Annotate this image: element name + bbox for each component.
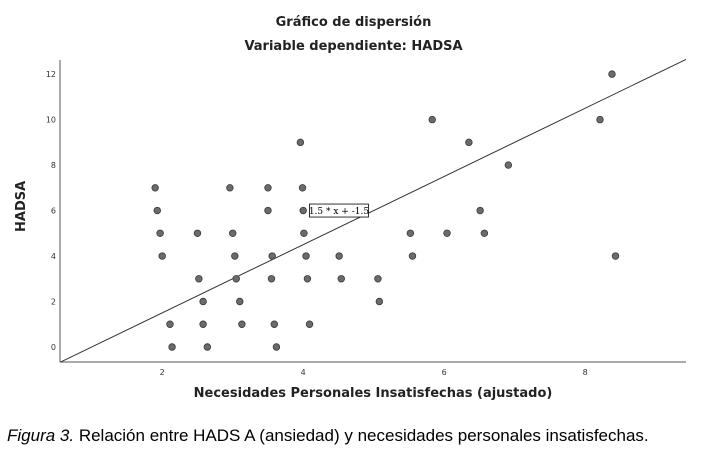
data-point [443, 229, 451, 237]
caption-text: Relación entre HADS A (ansiedad) y neces… [74, 426, 649, 445]
data-point [158, 252, 166, 260]
equation-label: 1.5 * x + -1.5 [309, 203, 370, 218]
y-tick-label: 8 [51, 161, 56, 170]
data-point [305, 320, 314, 328]
data-point [232, 275, 240, 283]
equation-box [309, 203, 369, 218]
data-point [303, 275, 312, 283]
data-point [264, 184, 272, 192]
data-point [195, 275, 203, 283]
x-tick-label: 4 [301, 368, 306, 377]
data-point [229, 229, 237, 237]
data-point [374, 275, 382, 283]
fit-line [59, 58, 687, 363]
data-point [203, 343, 212, 351]
data-point [272, 343, 281, 351]
data-point [267, 275, 276, 283]
data-point [476, 206, 484, 215]
regression-line [59, 58, 687, 363]
y-tick-label: 2 [51, 298, 56, 307]
data-point [408, 252, 417, 260]
data-point [156, 229, 164, 237]
data-point [428, 115, 436, 124]
data-point [299, 206, 307, 215]
data-point [236, 297, 244, 306]
y-tick-label: 0 [51, 343, 56, 352]
data-point [193, 229, 202, 237]
data-point [264, 206, 272, 215]
data-point [465, 138, 473, 147]
data-point [302, 252, 310, 260]
scatter-plot: 0 2 4 6 8 10 12 2 4 6 8 1.5 * x + -1.5 [46, 58, 687, 377]
data-point [268, 252, 276, 260]
data-point [298, 184, 307, 192]
y-tick-label: 10 [46, 116, 56, 125]
figure-caption: Figura 3. Relación entre HADS A (ansieda… [7, 426, 649, 446]
data-point [375, 297, 384, 306]
figure-number: Figura 3. [7, 426, 75, 445]
chart-title: Gráfico de dispersión [275, 15, 432, 30]
data-point [231, 252, 239, 260]
data-point [596, 115, 604, 124]
data-point [226, 184, 234, 192]
y-tick-label: 6 [51, 207, 56, 216]
data-point [608, 70, 616, 78]
data-point [199, 297, 207, 306]
chart-subtitle: Variable dependiente: HADSA [244, 39, 463, 54]
y-axis-label: HADSA [14, 180, 29, 232]
data-point [335, 252, 343, 260]
equation-text: 1.5 * x + -1.5 [309, 207, 370, 217]
data-point [504, 161, 513, 169]
y-tick-label: 12 [46, 70, 56, 79]
data-point [168, 343, 176, 351]
data-point [406, 229, 415, 237]
x-axis-label: Necesidades Personales Insatisfechas (aj… [193, 386, 553, 401]
data-point [153, 206, 161, 215]
data-point [296, 138, 305, 147]
data-point [270, 320, 279, 328]
data-point [238, 320, 246, 328]
data-point [300, 229, 308, 237]
data-point [337, 275, 345, 283]
data-point [151, 184, 159, 192]
data-point [480, 229, 489, 237]
data-point [611, 252, 620, 260]
data-point [166, 320, 174, 328]
x-tick-label: 6 [442, 368, 447, 377]
axes [59, 60, 686, 363]
tick-labels: 0 2 4 6 8 10 12 2 4 6 8 [46, 70, 588, 377]
x-tick-label: 8 [583, 368, 588, 377]
x-tick-label: 2 [160, 368, 165, 377]
y-tick-label: 4 [51, 252, 56, 261]
data-points [151, 70, 620, 351]
data-point [199, 320, 207, 328]
